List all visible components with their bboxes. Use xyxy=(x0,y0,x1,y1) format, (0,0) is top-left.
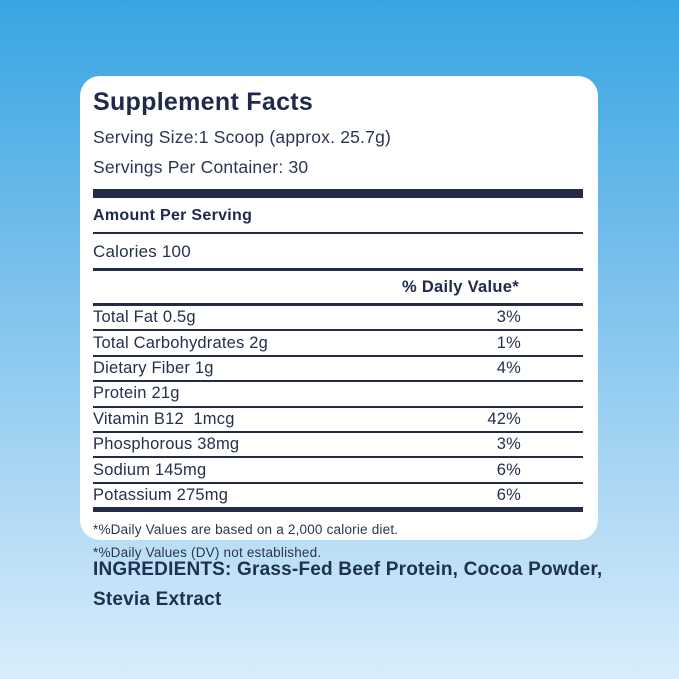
nutrient-row: Total Carbohydrates 2g 1% xyxy=(93,331,583,357)
footer-divider-bar xyxy=(93,507,583,512)
nutrient-table-rows: Total Fat 0.5g 3% Total Carbohydrates 2g… xyxy=(93,306,583,507)
footnote-dv-not-established: *%Daily Values (DV) not established. xyxy=(93,544,322,560)
nutrient-name: Total Carbohydrates 2g xyxy=(93,333,268,352)
nutrient-row: Phosphorous 38mg 3% xyxy=(93,433,583,459)
nutrient-row: Total Fat 0.5g 3% xyxy=(93,306,583,332)
nutrient-row: Dietary Fiber 1g 4% xyxy=(93,357,583,383)
daily-value-column-header: % Daily Value* xyxy=(93,271,583,306)
footnotes: *%Daily Values are based on a 2,000 calo… xyxy=(93,512,583,564)
nutrient-name: Sodium 145mg xyxy=(93,460,207,479)
nutrient-table: Total Fat 0.5g 3% Total Carbohydrates 2g… xyxy=(93,306,583,507)
nutrient-daily-value: 6% xyxy=(496,460,521,479)
nutrient-name: Total Fat 0.5g xyxy=(93,308,196,327)
amount-per-serving-heading: Amount Per Serving xyxy=(93,198,583,234)
nutrient-daily-value: 6% xyxy=(496,485,521,504)
nutrient-row: Protein 21g xyxy=(93,382,583,408)
nutrient-name: Phosphorous 38mg xyxy=(93,435,240,454)
calories-row: Calories 100 xyxy=(93,234,583,271)
nutrient-daily-value: 3% xyxy=(496,435,521,454)
header-divider-bar xyxy=(93,189,583,198)
footnote-daily-values: *%Daily Values are based on a 2,000 calo… xyxy=(93,521,399,537)
nutrient-daily-value: 4% xyxy=(496,358,521,377)
serving-size-text: Serving Size:1 Scoop (approx. 25.7g) xyxy=(93,127,392,147)
nutrient-name: Vitamin B12 1mcg xyxy=(93,409,235,428)
supplement-facts-title: Supplement Facts xyxy=(93,88,314,116)
nutrient-row: Sodium 145mg 6% xyxy=(93,458,583,484)
nutrient-daily-value: 3% xyxy=(496,308,521,327)
nutrient-name: Potassium 275mg xyxy=(93,485,229,504)
ingredients-text: INGREDIENTS: Grass-Fed Beef Protein, Coc… xyxy=(93,559,603,610)
nutrient-daily-value: 42% xyxy=(487,409,521,428)
nutrient-row: Potassium 275mg 6% xyxy=(93,484,583,507)
nutrient-name: Dietary Fiber 1g xyxy=(93,358,214,377)
nutrient-name: Protein 21g xyxy=(93,384,180,403)
nutrient-row: Vitamin B12 1mcg 42% xyxy=(93,408,583,433)
supplement-facts-card: Supplement Facts Serving Size:1 Scoop (a… xyxy=(80,76,598,560)
nutrient-daily-value: 1% xyxy=(496,333,521,352)
servings-per-container-text: Servings Per Container: 30 xyxy=(93,157,309,177)
